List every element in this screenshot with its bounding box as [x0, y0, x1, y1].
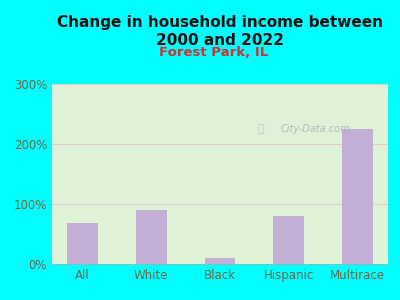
Bar — [67, 223, 98, 264]
Title: Change in household income between
2000 and 2022: Change in household income between 2000 … — [57, 14, 383, 48]
Bar — [204, 258, 236, 264]
Text: Forest Park, IL: Forest Park, IL — [159, 46, 269, 59]
Bar — [136, 210, 167, 264]
Bar — [273, 216, 304, 264]
Bar — [342, 129, 373, 264]
Text: City-Data.com: City-Data.com — [280, 124, 350, 134]
Text: ⦾: ⦾ — [257, 124, 264, 134]
